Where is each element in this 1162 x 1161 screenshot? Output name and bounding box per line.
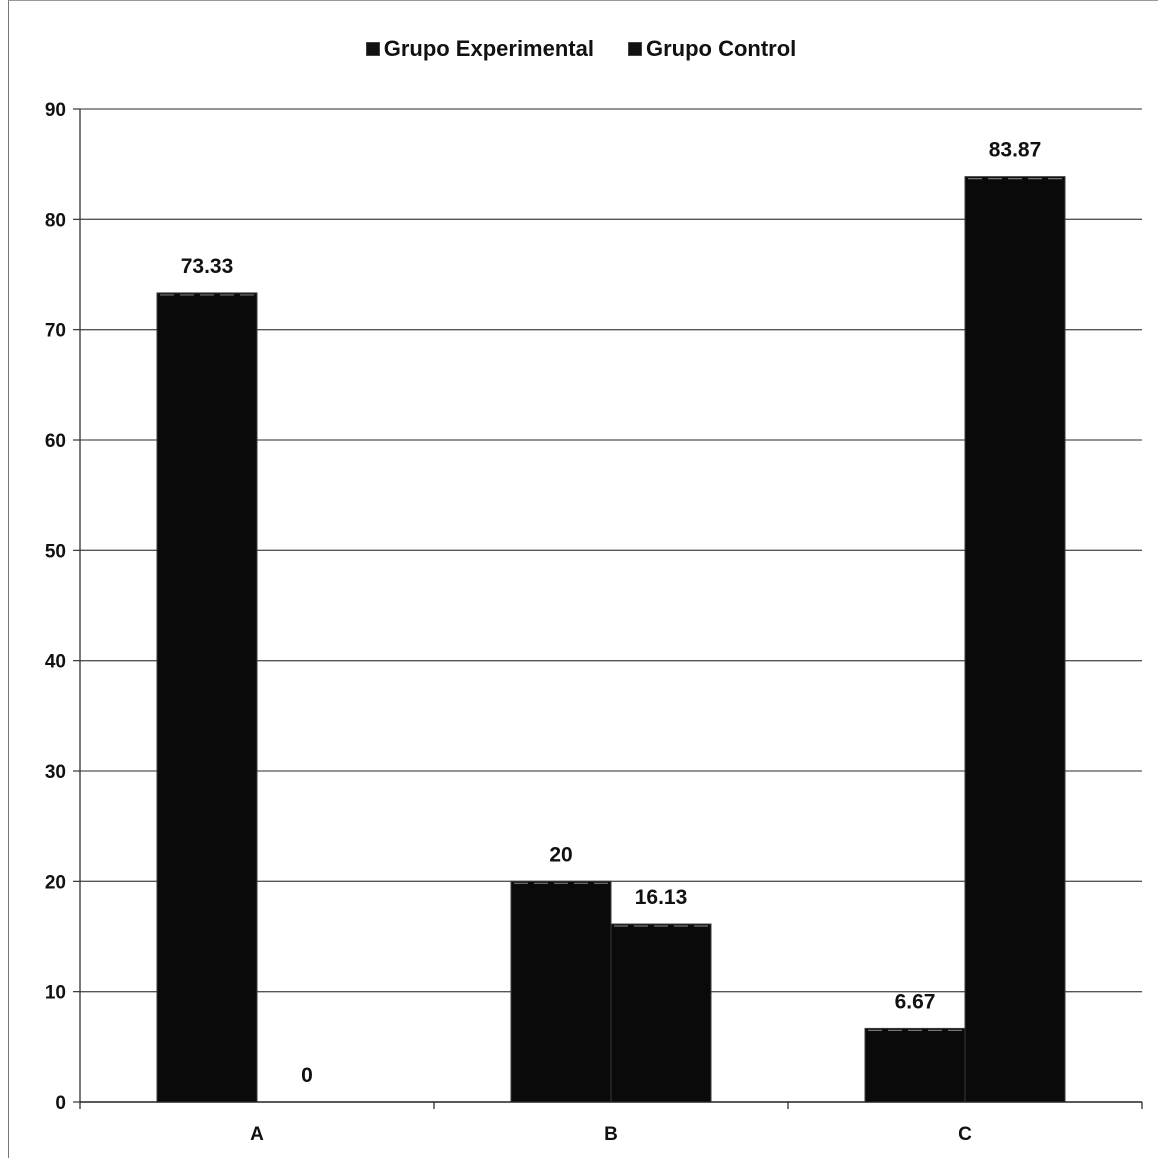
- data-label: 20: [549, 843, 572, 866]
- legend: Grupo Experimental Grupo Control: [0, 36, 1162, 62]
- y-tick-label: 10: [45, 983, 66, 1004]
- y-tick-label: 50: [45, 541, 66, 562]
- bar-experimental: [156, 292, 258, 1103]
- x-tick-label: C: [958, 1124, 972, 1145]
- data-label: 0: [301, 1064, 313, 1087]
- x-tick-label: B: [604, 1124, 618, 1145]
- legend-item-experimental: Grupo Experimental: [365, 36, 594, 62]
- y-tick-label: 90: [45, 100, 66, 121]
- legend-swatch-control: [627, 42, 642, 56]
- data-label: 6.67: [895, 990, 936, 1013]
- legend-label-control: Grupo Control: [645, 36, 797, 61]
- x-tick-label: A: [250, 1124, 264, 1145]
- value-labels: 73.33 20 6.67 0 16.13 83.87: [181, 139, 1042, 1087]
- y-tick-label: 80: [45, 210, 66, 231]
- bar-control: [964, 176, 1066, 1103]
- data-label: 83.87: [989, 139, 1042, 162]
- x-axis: A B C: [79, 1101, 1143, 1145]
- y-tick-label: 20: [45, 872, 66, 893]
- chart-frame: [8, 0, 1158, 1158]
- y-tick-label: 60: [45, 431, 66, 452]
- y-tick-label: 30: [45, 762, 66, 783]
- bar-experimental: [510, 880, 612, 1103]
- y-axis-ticks: 0 10 20 30 40 50 60 70 80 90: [45, 100, 81, 1114]
- legend-swatch-experimental: [365, 42, 380, 56]
- y-tick-label: 40: [45, 652, 66, 673]
- data-label: 73.33: [181, 255, 234, 278]
- data-label: 16.13: [635, 886, 688, 909]
- bar-experimental: [864, 1027, 966, 1103]
- y-tick-label: 0: [55, 1093, 66, 1114]
- bar-control: [610, 923, 712, 1103]
- legend-item-control: Grupo Control: [627, 36, 797, 62]
- y-tick-label: 70: [45, 321, 66, 342]
- bars: [156, 176, 1066, 1103]
- legend-label-experimental: Grupo Experimental: [383, 36, 594, 61]
